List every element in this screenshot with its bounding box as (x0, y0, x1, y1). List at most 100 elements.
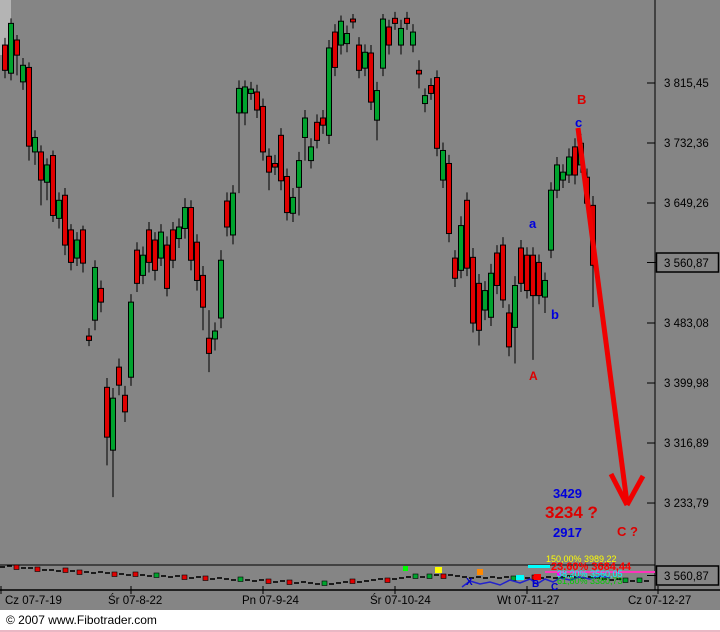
candle (158, 231, 164, 259)
date-axis-label: Cz 07-7-19 (5, 595, 62, 607)
candle (134, 249, 140, 284)
mini-candle (34, 566, 41, 572)
price-axis-label: 3 316,89 (664, 438, 709, 450)
candle (152, 239, 158, 271)
candle (170, 229, 176, 261)
wave-label-b: b (551, 307, 559, 322)
candle (428, 84, 434, 94)
projection-arrowhead (608, 472, 630, 507)
candle (296, 160, 302, 188)
cyan-bar-marker (528, 565, 550, 568)
candle (476, 282, 482, 331)
candle (176, 226, 182, 240)
cyan-marker (516, 575, 524, 580)
pink-line-marker (545, 571, 655, 573)
fib-level-label: 38,20% 3560,05 (557, 569, 623, 579)
candle (566, 156, 572, 176)
candle (26, 66, 32, 147)
candle (362, 51, 368, 69)
footer-bar: © 2007 www.Fibotrader.com (0, 610, 720, 632)
mini-candle (321, 580, 328, 586)
date-axis-label: Śr 07-8-22 (108, 594, 162, 607)
mini-candle (636, 577, 643, 583)
candle (560, 171, 566, 181)
wave-label-a: a (529, 216, 537, 231)
candle (56, 199, 62, 219)
candle (512, 285, 518, 328)
candle (506, 312, 512, 348)
candle (284, 175, 290, 214)
last-price-box-value: 3 560,87 (664, 258, 709, 270)
mini-candle (440, 573, 447, 579)
date-axis-label: Cz 07-12-27 (628, 595, 691, 607)
candle (74, 239, 80, 259)
mini-candle (412, 573, 419, 579)
candle (194, 241, 200, 281)
orange-marker (477, 569, 483, 575)
candle (110, 397, 116, 451)
candle (314, 121, 320, 141)
candle (272, 162, 278, 168)
mini-candle (13, 564, 20, 570)
candle (278, 134, 284, 182)
candle (404, 17, 410, 24)
price-target-label: 2917 (553, 525, 582, 540)
candle (524, 254, 530, 292)
candle (14, 39, 20, 56)
candle (332, 31, 338, 68)
candle (434, 77, 440, 149)
price-axis-label: 3 649,26 (664, 198, 709, 210)
candle (320, 117, 326, 126)
wave-label-B: B (577, 92, 586, 107)
candle (230, 192, 236, 236)
candle (140, 254, 146, 276)
candle (542, 279, 548, 298)
candle (254, 91, 260, 111)
mini-candle (384, 577, 391, 583)
candle (188, 207, 194, 261)
candle (8, 22, 14, 74)
candle (302, 117, 308, 138)
candle (20, 64, 26, 83)
candle (224, 200, 230, 228)
red-marker (534, 574, 541, 580)
wave-label-c: c (575, 115, 582, 130)
mini-candle (76, 569, 83, 575)
candle (128, 301, 134, 378)
mini-candle (426, 573, 433, 579)
projection-arrowhead (624, 474, 646, 507)
candle (308, 146, 314, 162)
fib-level-label: 23,60% 3684,44 (551, 561, 632, 573)
candle (236, 87, 242, 114)
mini-candle (202, 575, 209, 581)
candle (146, 229, 152, 263)
candle (98, 287, 104, 303)
candle (452, 257, 458, 279)
wave-label-C: C ? (617, 524, 638, 539)
candle (488, 272, 494, 318)
candle (218, 259, 224, 319)
mini-candle (132, 571, 139, 577)
mini-candle (265, 578, 272, 584)
candle (548, 189, 554, 251)
candle (368, 52, 374, 103)
candle (104, 386, 110, 438)
price-target-label: 3234 ? (545, 503, 598, 522)
candle (470, 256, 476, 324)
candle (116, 366, 122, 386)
mini-candle (237, 576, 244, 582)
price-axis-label: 3 399,98 (664, 378, 709, 390)
candle (392, 17, 398, 24)
mini-candle (153, 572, 160, 578)
mini-wave-letter: C (551, 582, 558, 593)
price-target-label: 3429 (553, 486, 582, 501)
candle (62, 194, 68, 246)
candle (206, 337, 212, 354)
mini-candle (181, 574, 188, 580)
mini-wave-letter: B (532, 579, 539, 590)
candle (2, 44, 8, 71)
mini-last-price-box-value: 3 560,87 (664, 571, 709, 583)
mini-candle (286, 579, 293, 585)
